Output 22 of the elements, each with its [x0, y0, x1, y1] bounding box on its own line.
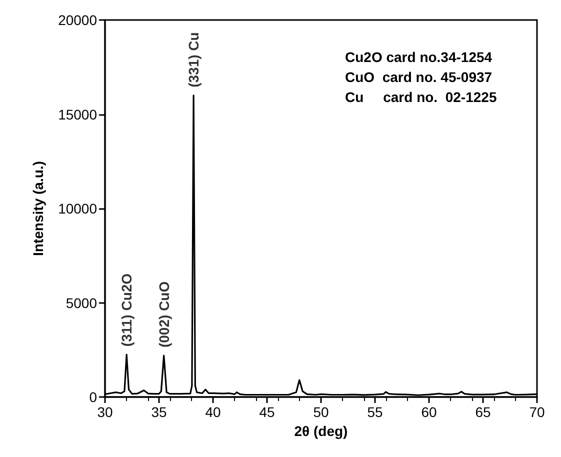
x-tick-label: 50: [313, 404, 329, 420]
x-tick-label: 45: [259, 404, 275, 420]
y-tick-label: 10000: [58, 200, 98, 216]
y-tick-label: 15000: [58, 106, 98, 122]
x-tick-label: 35: [151, 404, 167, 420]
x-tick-label: 70: [529, 404, 545, 420]
annotation: (311) Cu2O: [118, 273, 135, 347]
x-axis-title: 2θ (deg): [294, 422, 348, 439]
annotation: (331) Cu: [186, 32, 202, 88]
y-axis-title: Intensity (a.u.): [30, 161, 46, 256]
x-tick-label: 60: [421, 404, 437, 420]
x-tick-label: 40: [205, 404, 221, 420]
y-tick-label: 0: [89, 389, 98, 405]
x-tick-label: 55: [367, 404, 383, 420]
annotation: (002) CuO: [156, 281, 172, 348]
x-tick-label: 30: [97, 404, 113, 420]
y-tick-label: 5000: [66, 294, 98, 311]
annotation: Cu2O card no.34-1254: [345, 49, 492, 65]
y-tick-label: 20000: [58, 12, 98, 28]
x-tick-label: 65: [475, 404, 491, 420]
annotation: Cu card no. 02-1225: [345, 89, 497, 105]
annotation: CuO card no. 45-0937: [345, 69, 492, 85]
